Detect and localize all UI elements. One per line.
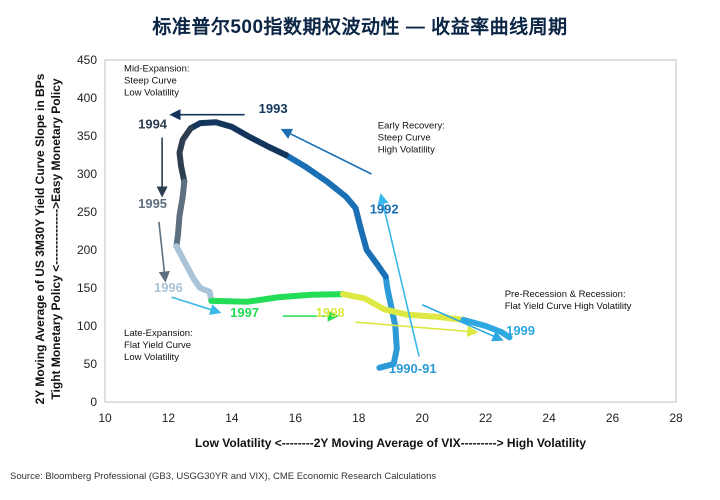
x-tick-label: 22 (479, 411, 493, 425)
x-tick-label: 14 (225, 411, 239, 425)
series-line-1994 (176, 125, 194, 185)
phase-annotation: Low Volatility (124, 87, 179, 98)
series-line-1999 (460, 316, 513, 341)
series-line-1990-91 (376, 273, 400, 371)
direction-arrow (355, 321, 479, 337)
phase-annotation: Flat Yield Curve High Volatility (505, 301, 632, 312)
phase-annotation: Late-Expansion: (124, 328, 193, 339)
phase-annotation: Low Volatility (124, 352, 179, 363)
y-tick-label: 300 (77, 167, 97, 181)
y-tick-label: 200 (77, 243, 97, 257)
y-axis-title-line1: 2Y Moving Average of US 3M30Y Yield Curv… (33, 73, 47, 404)
series-line-1997 (208, 291, 346, 305)
series-line-1996 (173, 243, 215, 304)
x-tick-label: 24 (542, 411, 556, 425)
direction-arrow (280, 128, 372, 175)
year-label-1997: 1997 (230, 305, 259, 320)
y-tick-label: 50 (84, 357, 98, 371)
direction-arrow (377, 193, 420, 357)
phase-annotation: Flat Yield Curve (124, 340, 191, 351)
chart-title: 标准普尔500指数期权波动性 — 收益率曲线周期 (152, 17, 568, 38)
phase-annotation: Steep Curve (378, 132, 431, 143)
year-label-1998: 1998 (316, 305, 345, 320)
phase-annotation: High Volatility (378, 144, 435, 155)
year-label-1990-91: 1990-91 (389, 361, 437, 376)
direction-arrow (421, 303, 504, 342)
direction-arrow (171, 296, 222, 315)
x-tick-label: 18 (352, 411, 366, 425)
plot-frame (104, 59, 677, 403)
year-label-1992: 1992 (370, 202, 399, 217)
series-line-1992 (282, 152, 389, 280)
y-axis-title-line2: Tight Monetary Policy <-------------->Ea… (49, 78, 63, 399)
x-tick-label: 10 (98, 411, 112, 425)
y-tick-label: 450 (77, 53, 97, 67)
y-tick-label: 0 (90, 395, 97, 409)
y-tick-label: 250 (77, 205, 97, 219)
series-line-1995 (173, 178, 188, 250)
year-label-1995: 1995 (138, 196, 167, 211)
x-tick-label: 26 (606, 411, 620, 425)
phase-annotation: Pre-Recession & Recession: (505, 289, 626, 300)
x-tick-label: 12 (162, 411, 176, 425)
year-label-1993: 1993 (259, 101, 288, 116)
x-axis-title: Low Volatility <--------2Y Moving Averag… (195, 436, 586, 450)
phase-annotation: Steep Curve (124, 75, 177, 86)
series-line-1998 (339, 291, 467, 323)
phase-annotation: Mid-Expansion: (124, 63, 189, 74)
x-tick-label: 16 (289, 411, 303, 425)
series-line-1993 (187, 119, 289, 158)
year-label-1994: 1994 (138, 116, 168, 131)
year-label-1996: 1996 (154, 280, 183, 295)
y-tick-label: 400 (77, 91, 97, 105)
source-note: Source: Bloomberg Professional (GB3, USG… (10, 471, 437, 482)
phase-annotation: Early Recovery: (378, 120, 445, 131)
y-tick-label: 100 (77, 319, 97, 333)
year-label-1999: 1999 (506, 323, 535, 338)
x-tick-label: 28 (669, 411, 683, 425)
x-tick-label: 20 (416, 411, 430, 425)
direction-arrow (158, 221, 170, 283)
y-tick-label: 150 (77, 281, 97, 295)
y-tick-label: 350 (77, 129, 97, 143)
